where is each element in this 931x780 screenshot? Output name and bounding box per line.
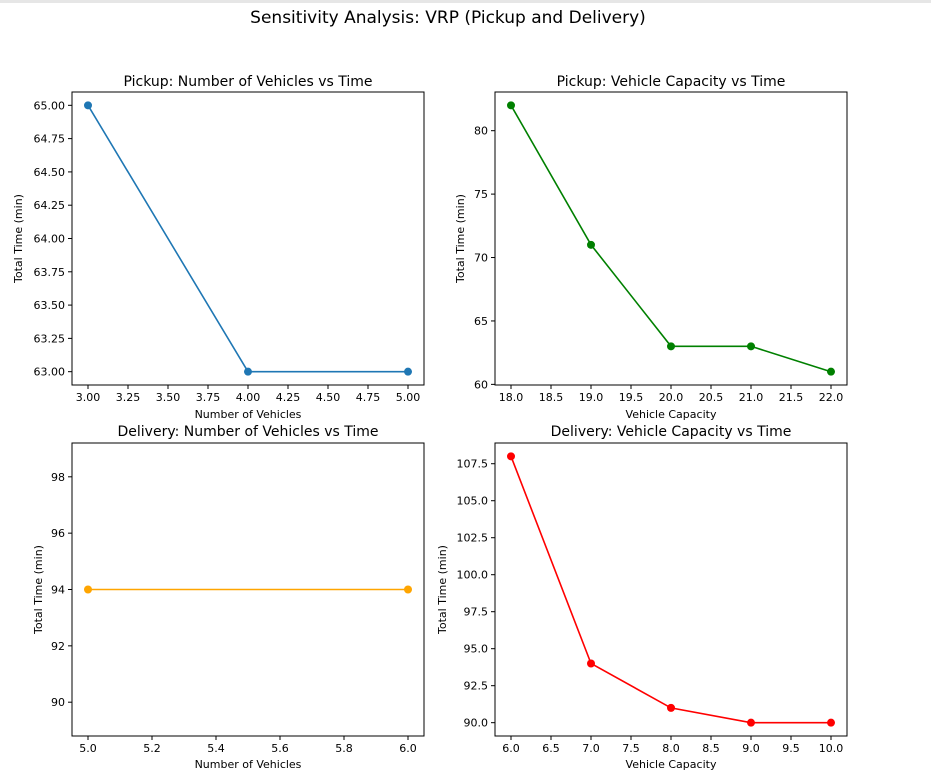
- axes-frame: [494, 91, 848, 386]
- subplot-3: Delivery: Number of Vehicles vs Time 5.0 5…: [32, 424, 425, 771]
- subplot-title: Pickup: Vehicle Capacity vs Time: [557, 74, 786, 90]
- x-tick-label: 21.5: [779, 391, 804, 404]
- x-tick-label: 3.25: [116, 391, 141, 404]
- data-point: [84, 101, 92, 110]
- y-tick-label: 105.0: [457, 495, 489, 508]
- y-axis-label: Total Time (min): [12, 194, 25, 284]
- y-tick-label: 92: [51, 640, 65, 653]
- x-axis-label: Number of Vehicles: [195, 408, 302, 421]
- y-tick-label: 65.00: [34, 99, 66, 112]
- data-point: [587, 659, 595, 668]
- x-tick-label: 20.0: [659, 391, 684, 404]
- x-tick-label: 10.0: [819, 742, 844, 755]
- subplot-title: Pickup: Number of Vehicles vs Time: [123, 74, 372, 90]
- data-point: [507, 452, 515, 461]
- y-tick-label: 80: [474, 125, 488, 138]
- subplot-title: Delivery: Vehicle Capacity vs Time: [551, 424, 792, 440]
- x-tick-label: 9.0: [742, 742, 760, 755]
- y-tick-label: 64.50: [34, 166, 66, 179]
- y-tick-label: 102.5: [457, 532, 489, 545]
- x-tick-label: 4.25: [276, 391, 301, 404]
- data-point: [404, 585, 412, 594]
- x-tick-label: 22.0: [819, 391, 844, 404]
- data-point: [404, 367, 412, 376]
- x-tick-label: 6.5: [542, 742, 560, 755]
- data-point: [84, 585, 92, 594]
- y-tick-label: 97.5: [464, 606, 489, 619]
- x-tick-label: 3.00: [76, 391, 101, 404]
- x-axis-label: Vehicle Capacity: [626, 758, 717, 771]
- x-tick-label: 18.5: [539, 391, 564, 404]
- y-tick-label: 75: [474, 188, 488, 201]
- x-tick-label: 5.8: [335, 742, 353, 755]
- x-tick-label: 5.2: [143, 742, 161, 755]
- y-tick-label: 92.5: [464, 680, 489, 693]
- data-point: [587, 240, 595, 249]
- x-tick-label: 3.50: [156, 391, 181, 404]
- y-tick-label: 65: [474, 315, 488, 328]
- y-tick-label: 70: [474, 252, 488, 265]
- x-tick-label: 8.5: [702, 742, 720, 755]
- subplot-2: Pickup: Vehicle Capacity vs Time 18.0 18.5…: [454, 74, 848, 421]
- window-top-border: [0, 0, 931, 3]
- x-axis-label: Vehicle Capacity: [626, 408, 717, 421]
- x-tick-label: 6.0: [399, 742, 417, 755]
- x-tick-label: 20.5: [699, 391, 724, 404]
- data-point: [827, 718, 835, 727]
- data-point: [244, 367, 252, 376]
- figure-suptitle: Sensitivity Analysis: VRP (Pickup and De…: [250, 8, 646, 28]
- x-tick-label: 6.0: [502, 742, 520, 755]
- x-tick-label: 4.75: [356, 391, 381, 404]
- y-axis-label: Total Time (min): [32, 545, 45, 635]
- y-tick-label: 96: [51, 527, 65, 540]
- x-tick-label: 18.0: [499, 391, 524, 404]
- subplot-4: Delivery: Vehicle Capacity vs Time 6.0 6.5…: [436, 424, 848, 771]
- y-axis-label: Total Time (min): [454, 194, 467, 284]
- y-tick-label: 63.00: [34, 366, 66, 379]
- x-tick-label: 5.0: [79, 742, 97, 755]
- y-tick-label: 60: [474, 378, 488, 391]
- y-tick-label: 90: [51, 696, 65, 709]
- axes-frame: [494, 442, 848, 737]
- data-point: [507, 101, 515, 110]
- y-tick-label: 98: [51, 471, 65, 484]
- y-tick-label: 63.75: [34, 266, 66, 279]
- x-tick-label: 19.5: [619, 391, 644, 404]
- x-tick-label: 5.00: [396, 391, 421, 404]
- y-tick-label: 95.0: [464, 643, 489, 656]
- x-tick-label: 7.0: [582, 742, 600, 755]
- data-point: [667, 703, 675, 712]
- subplot-1: Pickup: Number of Vehicles vs Time 3.00 3.…: [12, 74, 425, 421]
- y-tick-label: 64.25: [34, 199, 66, 212]
- y-tick-label: 64.00: [34, 233, 66, 246]
- y-tick-label: 63.50: [34, 299, 66, 312]
- x-tick-label: 5.6: [271, 742, 289, 755]
- x-tick-label: 21.0: [739, 391, 764, 404]
- data-point: [747, 718, 755, 727]
- y-tick-label: 107.5: [457, 458, 489, 471]
- x-tick-label: 19.0: [579, 391, 604, 404]
- x-tick-label: 4.50: [316, 391, 341, 404]
- x-tick-label: 9.5: [782, 742, 800, 755]
- x-tick-label: 8.0: [662, 742, 680, 755]
- x-tick-label: 5.4: [207, 742, 225, 755]
- data-point: [827, 367, 835, 376]
- data-point: [747, 342, 755, 351]
- x-tick-label: 4.00: [236, 391, 261, 404]
- subplot-title: Delivery: Number of Vehicles vs Time: [118, 424, 379, 440]
- y-tick-label: 64.75: [34, 133, 66, 146]
- axes-frame: [71, 91, 425, 386]
- x-tick-label: 3.75: [196, 391, 221, 404]
- y-tick-label: 94: [51, 584, 65, 597]
- x-tick-label: 7.5: [622, 742, 640, 755]
- y-tick-label: 90.0: [464, 717, 489, 730]
- y-axis-label: Total Time (min): [436, 545, 449, 635]
- x-axis-label: Number of Vehicles: [195, 758, 302, 771]
- y-tick-label: 63.25: [34, 332, 66, 345]
- data-point: [667, 342, 675, 351]
- y-tick-label: 100.0: [457, 569, 489, 582]
